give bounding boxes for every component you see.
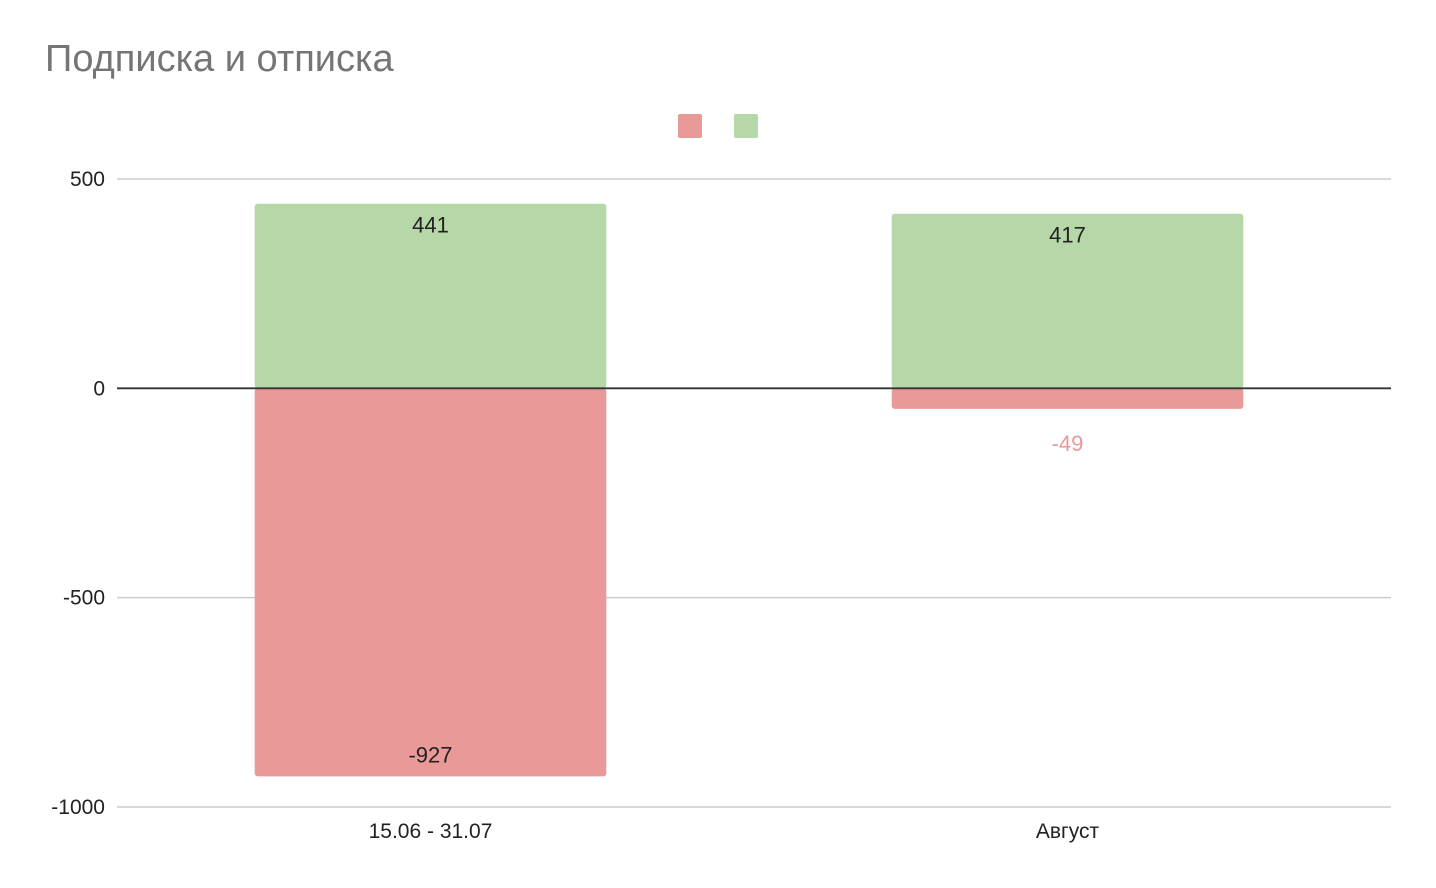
legend-swatch[interactable] bbox=[734, 114, 758, 138]
y-tick-label: 0 bbox=[93, 377, 105, 400]
legend-swatch[interactable] bbox=[678, 114, 702, 138]
data-label: 441 bbox=[412, 213, 449, 238]
data-label: -49 bbox=[1052, 431, 1084, 456]
bar[interactable] bbox=[254, 203, 607, 389]
y-axis-ticks: 500 0 -500 -1000 bbox=[51, 168, 105, 819]
y-tick-label: 500 bbox=[70, 168, 105, 191]
x-tick-label: Август bbox=[1036, 820, 1100, 843]
data-label: -927 bbox=[408, 742, 452, 767]
bars bbox=[254, 203, 1244, 777]
bar[interactable] bbox=[891, 213, 1244, 389]
y-tick-label: -500 bbox=[63, 587, 105, 610]
bar[interactable] bbox=[254, 388, 607, 777]
chart-title: Подписка и отписка bbox=[45, 38, 394, 80]
x-tick-label: 15.06 - 31.07 bbox=[369, 820, 493, 843]
x-axis-ticks: 15.06 - 31.07 Август bbox=[369, 820, 1100, 843]
bar[interactable] bbox=[891, 388, 1244, 409]
chart-legend[interactable] bbox=[678, 114, 758, 138]
data-label: 417 bbox=[1049, 223, 1086, 248]
y-tick-label: -1000 bbox=[51, 796, 105, 819]
data-labels: -927 441 -49 417 bbox=[408, 213, 1085, 768]
